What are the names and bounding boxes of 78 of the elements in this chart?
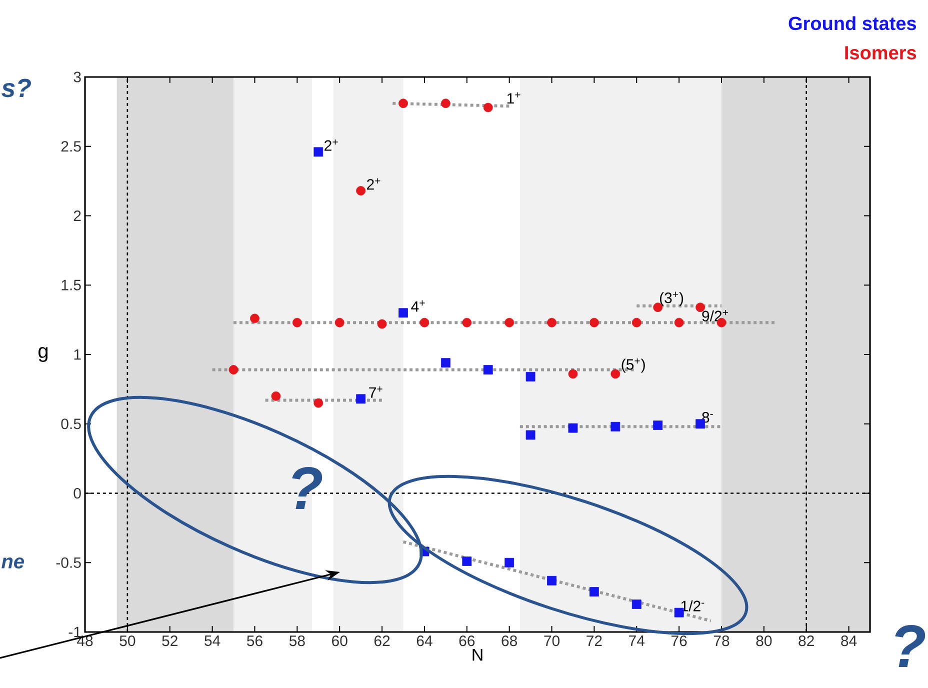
- x-tick-label: 82: [798, 636, 814, 646]
- point: [483, 102, 493, 112]
- point: [674, 318, 684, 328]
- point: [271, 391, 281, 401]
- point: [632, 600, 642, 609]
- x-tick-label: 70: [544, 636, 560, 646]
- y-axis-title: g: [38, 347, 48, 362]
- point: [610, 422, 620, 432]
- x-axis-title: N: [472, 648, 482, 661]
- annotation: 2$^{+}$: [324, 139, 338, 151]
- y-tick-label: 3: [74, 72, 81, 82]
- text: Isomers: [845, 46, 916, 60]
- point: [589, 318, 599, 328]
- x-tick-label: 80: [756, 636, 772, 646]
- point: [610, 369, 620, 379]
- text: ne: [2, 558, 24, 568]
- text: Ground states: [788, 16, 916, 30]
- point: [377, 319, 387, 329]
- annotation: ?: [292, 467, 322, 509]
- x-tick-label: 56: [246, 636, 262, 646]
- y-tick-label: 1: [74, 349, 81, 360]
- annotation: (3$^{+}$): [660, 292, 684, 306]
- point: [526, 430, 536, 440]
- y-tick-label: 1.5: [62, 280, 81, 290]
- point: [568, 423, 578, 433]
- point: [568, 369, 578, 379]
- x-tick-label: 78: [714, 636, 730, 646]
- point: [504, 558, 514, 568]
- text: ?: [895, 625, 926, 667]
- y-tick-label: -0.5: [56, 557, 81, 568]
- point: [589, 587, 599, 596]
- point: [653, 420, 663, 430]
- annotation: (5$^{+}$): [622, 358, 645, 373]
- annotation: 1/2$^{-}$: [681, 600, 704, 612]
- x-tick-label: 60: [332, 636, 348, 646]
- point: [334, 318, 344, 328]
- point: [483, 365, 493, 374]
- y-tick-label: -1: [68, 626, 81, 638]
- x-tick-label: 84: [841, 636, 857, 646]
- x-tick-label: 54: [204, 636, 220, 646]
- annotation: 7$^{+}$: [369, 386, 382, 398]
- point: [547, 318, 556, 328]
- point: [250, 314, 260, 324]
- x-tick-label: 66: [459, 636, 475, 646]
- annotation: 4$^{+}$: [411, 300, 425, 312]
- x-tick-label: 74: [629, 636, 645, 646]
- point: [440, 98, 450, 108]
- point: [440, 358, 450, 368]
- point: [292, 318, 302, 328]
- x-tick-label: 64: [416, 636, 432, 646]
- point: [504, 318, 514, 328]
- annotation: 2$^{+}$: [367, 178, 380, 190]
- x-tick-label: 50: [120, 636, 136, 646]
- point: [398, 308, 408, 318]
- annotation: 1$^{+}$: [507, 92, 520, 104]
- point: [420, 318, 430, 328]
- text: s?: [1, 78, 31, 98]
- point: [547, 576, 556, 586]
- point: [356, 394, 366, 404]
- y-tick-label: 0: [74, 488, 81, 499]
- x-tick-label: 62: [374, 636, 390, 646]
- x-tick-label: 76: [671, 636, 687, 646]
- point: [632, 318, 642, 328]
- point: [526, 372, 536, 382]
- x-tick-label: 52: [162, 636, 178, 646]
- point: [228, 365, 238, 374]
- point: [314, 398, 324, 408]
- y-tick-label: 2.5: [61, 141, 81, 152]
- point: [314, 147, 324, 157]
- point: [462, 318, 472, 328]
- x-tick-label: 72: [586, 636, 602, 646]
- point: [462, 556, 472, 566]
- point: [356, 186, 366, 196]
- x-tick-label: 68: [502, 636, 518, 646]
- point: [398, 98, 408, 108]
- y-tick-label: 2: [74, 210, 81, 221]
- y-tick-label: 0.5: [61, 418, 81, 430]
- x-tick-label: 58: [289, 636, 305, 646]
